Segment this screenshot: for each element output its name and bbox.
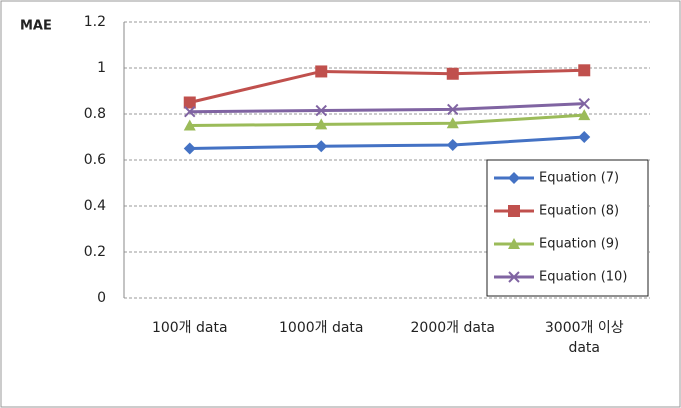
line — [189, 102, 585, 114]
legend-label: Equation (7) — [539, 171, 619, 186]
marker — [315, 65, 328, 78]
x-tick-label: 1000개 data — [279, 320, 364, 336]
marker — [183, 119, 196, 131]
y-axis-label: MAE — [20, 19, 52, 34]
line — [189, 135, 585, 150]
x-tick-label: 2000개 data — [410, 320, 496, 336]
marker — [508, 172, 520, 184]
x-tick-label: 100개 data — [151, 320, 228, 336]
line — [189, 68, 585, 104]
marker — [508, 205, 520, 217]
marker — [315, 118, 328, 130]
marker — [578, 131, 591, 143]
y-tick-label: 0.8 — [84, 106, 106, 122]
marker — [578, 64, 591, 77]
line — [189, 113, 585, 127]
y-tick-label: 1.2 — [84, 14, 106, 30]
y-tick-label: 0.6 — [84, 152, 106, 168]
marker — [183, 96, 196, 109]
marker — [508, 238, 520, 249]
marker — [446, 67, 459, 80]
y-tick-label: 0.4 — [84, 198, 106, 214]
marker — [183, 142, 196, 155]
legend-label: Equation (8) — [539, 204, 619, 219]
y-tick-label: 0 — [97, 290, 106, 306]
marker — [446, 117, 459, 129]
marker — [315, 140, 328, 153]
legend-label: Equation (9) — [539, 237, 619, 252]
marker — [446, 139, 459, 152]
marker — [578, 109, 591, 121]
marker — [315, 104, 327, 117]
marker — [447, 103, 459, 116]
marker — [578, 97, 590, 110]
y-tick-label: 0.2 — [84, 244, 106, 260]
x-tick-label: 3000개 이상 data — [544, 320, 624, 356]
y-tick-label: 1 — [97, 60, 106, 76]
legend-label: Equation (10) — [539, 270, 627, 285]
marker — [184, 105, 196, 118]
marker — [508, 271, 520, 283]
